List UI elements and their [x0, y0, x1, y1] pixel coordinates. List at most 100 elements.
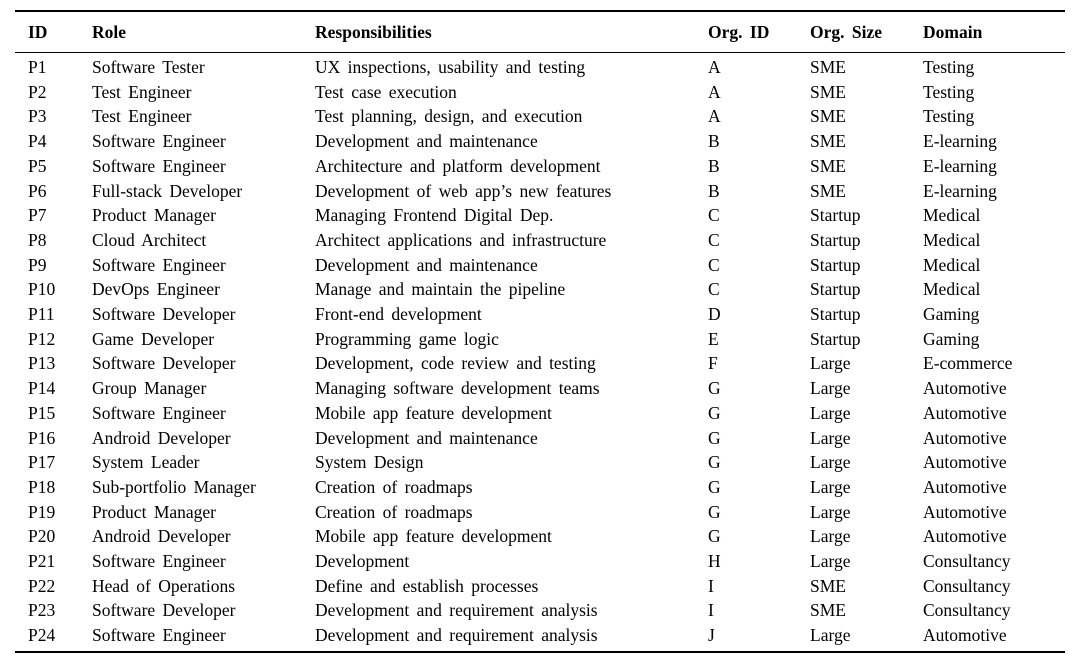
table-row: P18 Sub-portfolio Manager Creation of road…: [15, 475, 1065, 500]
cell-id: P14: [28, 378, 56, 399]
cell-org_size: SME: [810, 57, 846, 77]
cell-role: Android Developer: [92, 526, 231, 547]
cell-role: Software Developer: [92, 600, 236, 621]
cell-responsibilities: Creation of roadmaps: [315, 476, 473, 497]
cell-responsibilities: Architect applications and infrastructur…: [315, 229, 607, 250]
cell-org_id: D: [708, 304, 721, 325]
table-row: P23 Software Developer Development and req…: [15, 598, 1065, 623]
cell-responsibilities: Programming game logic: [315, 328, 499, 349]
cell-id: P4: [28, 131, 47, 152]
table-row: P22 Head of Operations Define and establis…: [15, 574, 1065, 599]
cell-domain: Automotive: [923, 427, 1007, 448]
column-header-responsibilities: Responsibilities: [315, 22, 432, 42]
cell-org_size: SME: [810, 155, 846, 176]
cell-domain: E-learning: [923, 180, 997, 201]
cell-org_size: Large: [810, 427, 851, 448]
cell-org_size: Startup: [810, 205, 861, 226]
column-header-org-id: Org. ID: [708, 22, 770, 42]
table-header: ID Role Responsibilities Org. ID Org. Si…: [15, 11, 1065, 53]
table-row: P7 Product Manager Managing Frontend Digit…: [15, 203, 1065, 228]
cell-domain: Medical: [923, 279, 981, 300]
cell-responsibilities: Creation of roadmaps: [315, 501, 473, 522]
cell-id: P11: [28, 304, 55, 325]
cell-org_id: G: [708, 378, 721, 399]
cell-responsibilities: Development, code review and testing: [315, 353, 596, 374]
cell-org_id: G: [708, 501, 721, 522]
column-header-domain: Domain: [923, 22, 983, 42]
cell-org_size: Startup: [810, 229, 861, 250]
table-row: P21 Software Engineer Development H Large Con…: [15, 549, 1065, 574]
cell-id: P24: [28, 625, 56, 646]
cell-role: Cloud Architect: [92, 229, 207, 250]
table-row: P9 Software Engineer Development and maint…: [15, 253, 1065, 278]
cell-domain: E-learning: [923, 131, 997, 152]
cell-org_id: G: [708, 452, 721, 473]
cell-domain: Automotive: [923, 501, 1007, 522]
cell-domain: Automotive: [923, 452, 1007, 473]
cell-responsibilities: Development and maintenance: [315, 254, 538, 275]
cell-responsibilities: Architecture and platform development: [315, 155, 601, 176]
cell-org_size: Large: [810, 476, 851, 497]
table-row: P4 Software Engineer Development and maint…: [15, 129, 1065, 154]
table-row: P12 Game Developer Programming game logic E…: [15, 327, 1065, 352]
cell-org_id: I: [708, 575, 714, 596]
cell-role: DevOps Engineer: [92, 279, 220, 300]
cell-role: Product Manager: [92, 205, 217, 226]
cell-role: Software Engineer: [92, 131, 226, 152]
cell-domain: E-commerce: [923, 353, 1013, 374]
cell-role: Full-stack Developer: [92, 180, 243, 201]
cell-org_size: Large: [810, 625, 851, 646]
cell-role: Software Developer: [92, 353, 236, 374]
table-row: P19 Product Manager Creation of roadmaps G L…: [15, 500, 1065, 525]
cell-org_size: SME: [810, 106, 846, 127]
cell-org_id: B: [708, 180, 720, 201]
cell-org_id: J: [708, 625, 715, 646]
cell-org_id: I: [708, 600, 714, 621]
cell-domain: Consultancy: [923, 551, 1011, 572]
cell-id: P19: [28, 501, 56, 522]
cell-id: P7: [28, 205, 47, 226]
cell-id: P13: [28, 353, 56, 374]
table-row: P5 Software Engineer Architecture and plat…: [15, 154, 1065, 179]
cell-id: P23: [28, 600, 56, 621]
cell-responsibilities: Development of web app’s new features: [315, 180, 612, 201]
cell-role: Software Engineer: [92, 625, 226, 646]
cell-responsibilities: Development and requirement analysis: [315, 600, 598, 621]
cell-id: P12: [28, 328, 56, 349]
cell-responsibilities: Define and establish processes: [315, 575, 539, 596]
cell-role: Test Engineer: [92, 81, 192, 102]
cell-org_size: Large: [810, 353, 851, 374]
table-row: P11 Software Developer Front-end developme…: [15, 302, 1065, 327]
table-row: P1 Software Tester UX inspections, usabili…: [15, 53, 1065, 80]
cell-id: P15: [28, 402, 56, 423]
table-row: P13 Software Developer Development, code r…: [15, 351, 1065, 376]
cell-org_id: G: [708, 476, 721, 497]
cell-domain: Consultancy: [923, 575, 1011, 596]
cell-org_id: G: [708, 427, 721, 448]
cell-org_size: SME: [810, 600, 846, 621]
cell-domain: Gaming: [923, 304, 980, 325]
table-row: P24 Software Engineer Development and requ…: [15, 623, 1065, 652]
table-row: P15 Software Engineer Mobile app feature d…: [15, 401, 1065, 426]
table-row: P16 Android Developer Development and main…: [15, 426, 1065, 451]
cell-org_size: Startup: [810, 254, 861, 275]
cell-responsibilities: UX inspections, usability and testing: [315, 57, 586, 77]
cell-id: P8: [28, 229, 47, 250]
cell-org_size: Large: [810, 402, 851, 423]
cell-org_id: A: [708, 57, 721, 77]
cell-responsibilities: Test case execution: [315, 81, 457, 102]
cell-role: Group Manager: [92, 378, 207, 399]
cell-org_size: Large: [810, 551, 851, 572]
cell-org_id: C: [708, 279, 720, 300]
cell-responsibilities: Front-end development: [315, 304, 482, 325]
cell-role: Software Engineer: [92, 254, 226, 275]
cell-id: P22: [28, 575, 56, 596]
cell-domain: Automotive: [923, 476, 1007, 497]
cell-id: P9: [28, 254, 47, 275]
table-row: P17 System Leader System Design G Large Autom…: [15, 450, 1065, 475]
cell-org_id: C: [708, 254, 720, 275]
cell-org_id: B: [708, 131, 720, 152]
cell-responsibilities: Mobile app feature development: [315, 526, 552, 547]
cell-role: System Leader: [92, 452, 200, 473]
cell-role: Software Engineer: [92, 402, 226, 423]
